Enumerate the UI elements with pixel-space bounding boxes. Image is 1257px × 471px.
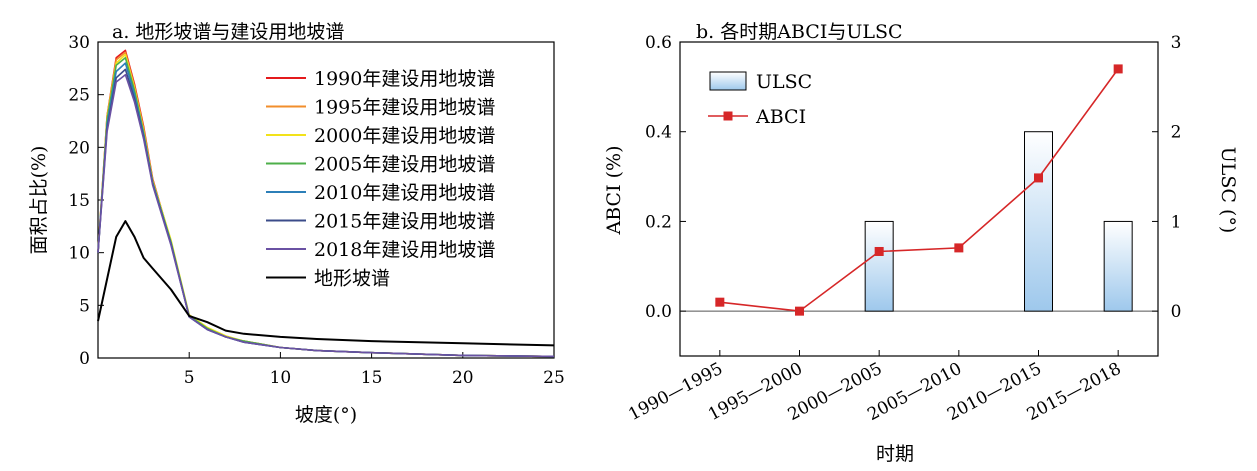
a-legend-label: 1995年建设用地坡谱 — [314, 97, 495, 119]
a-series-line-7 — [97, 220, 555, 347]
a-xtick-label: 10 — [270, 368, 292, 388]
panel-a-ticks: 0 5 10 15 20 25 30 5 10 15 20 25 — [68, 33, 564, 388]
a-ytick-label: 10 — [68, 244, 90, 264]
b-abci-point — [874, 246, 884, 256]
panel-a-ylabel: 面积占比(%) — [28, 146, 50, 255]
panel-b-xlabel: 时期 — [876, 443, 914, 465]
a-ytick-label: 30 — [68, 33, 90, 53]
panel-b-ticks: 0.00.20.40.601231990—19951995—20002000—2… — [625, 33, 1181, 425]
b-legend-swatch-bar — [709, 71, 747, 91]
b-legend-label-bar: ULSC — [756, 71, 812, 93]
b-abci-point — [795, 306, 804, 316]
panel-b-title: b. 各时期ABCI与ULSC — [696, 21, 903, 43]
a-legend-label: 2015年建设用地坡谱 — [314, 211, 495, 233]
b-abci-point — [1113, 64, 1123, 74]
a-xtick-label: 25 — [543, 368, 565, 388]
panel-b-bars — [864, 131, 1133, 312]
a-legend-label: 地形坡谱 — [314, 268, 390, 290]
panel-b-frame — [679, 41, 1159, 357]
b-ulsc-bar — [864, 220, 894, 312]
a-ytick-label: 5 — [79, 296, 90, 316]
a-ytick-label: 25 — [68, 86, 90, 106]
b-ytick-right-label: 0 — [1171, 302, 1182, 322]
a-ytick-label: 15 — [68, 191, 90, 211]
b-abci-line — [719, 68, 1119, 312]
b-ytick-label: 0.6 — [645, 33, 672, 53]
a-legend-label: 1990年建设用地坡谱 — [314, 68, 495, 90]
a-xtick-label: 5 — [184, 368, 195, 388]
a-ytick-label: 20 — [68, 138, 90, 158]
b-ytick-right-label: 2 — [1171, 123, 1182, 143]
panel-b-ylabel-right: ULSC (°) — [1217, 147, 1239, 234]
b-ytick-label: 0.4 — [645, 123, 672, 143]
panel-a-legend: 1990年建设用地坡谱 1995年建设用地坡谱 2000年建设用地坡谱 2005年建设… — [266, 68, 495, 290]
panel-a-series — [97, 49, 555, 358]
b-abci-point — [715, 297, 725, 307]
panel-b-legend: ULSC ABCI — [708, 71, 812, 128]
b-ulsc-bar — [1103, 220, 1133, 312]
panel-b-chart: b. 各时期ABCI与ULSC 时期 ABCI (%) ULSC (°) 0.0… — [603, 21, 1239, 465]
panel-b-line — [715, 64, 1123, 316]
b-ytick-right-label: 1 — [1171, 212, 1182, 232]
b-legend-label-line: ABCI — [755, 106, 806, 128]
b-legend-swatch-point — [723, 111, 733, 121]
a-xtick-label: 15 — [361, 368, 383, 388]
a-legend-label: 2000年建设用地坡谱 — [314, 125, 495, 147]
a-legend-label: 2010年建设用地坡谱 — [314, 182, 495, 204]
b-ytick-right-label: 3 — [1171, 33, 1182, 53]
panel-a-title: a. 地形坡谱与建设用地坡谱 — [112, 21, 344, 43]
b-ytick-label: 0.0 — [645, 302, 672, 322]
panel-a-xlabel: 坡度(°) — [295, 404, 357, 426]
a-xtick-label: 20 — [452, 368, 474, 388]
panel-a-chart: a. 地形坡谱与建设用地坡谱 坡度(°) 面积占比(%) 0 5 10 15 20 25 3… — [28, 21, 565, 426]
b-ytick-label: 0.2 — [645, 212, 672, 232]
a-ytick-label: 0 — [79, 349, 90, 369]
b-abci-point — [1034, 173, 1043, 183]
panel-b-ylabel-left: ABCI (%) — [603, 146, 625, 236]
b-ulsc-bar — [1024, 131, 1053, 312]
a-legend-label: 2005年建设用地坡谱 — [314, 154, 495, 176]
a-legend-label: 2018年建设用地坡谱 — [314, 239, 495, 261]
b-abci-point — [954, 243, 964, 253]
